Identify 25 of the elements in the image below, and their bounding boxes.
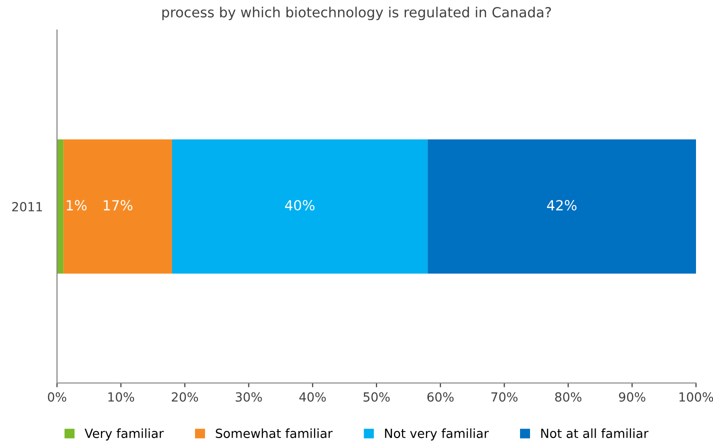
x-tick-label: 100%: [680, 392, 713, 402]
bar: [428, 139, 696, 274]
legend-label: Not at all familiar: [541, 428, 648, 438]
data-label: 42%: [547, 200, 576, 211]
x-tick-label: 40%: [299, 392, 326, 402]
data-label: 40%: [285, 200, 314, 211]
x-tick-label: 70%: [491, 392, 518, 402]
y-tick-label: 2011: [12, 202, 42, 212]
legend-label: Not very familiar: [385, 428, 489, 440]
x-tick-label: 0%: [48, 392, 66, 402]
x-tick-label: 20%: [172, 392, 198, 402]
data-label: 17%: [104, 200, 132, 211]
legend-label: Very familiar: [84, 428, 164, 440]
x-tick-label: 80%: [555, 392, 582, 402]
bar: [172, 139, 428, 274]
x-tick-label: 90%: [618, 392, 646, 402]
x-tick-label: 10%: [108, 392, 134, 402]
x-tick-label: 60%: [427, 392, 454, 402]
x-tick-label: 50%: [364, 392, 390, 402]
bar: [63, 139, 172, 274]
data-label: 1%: [66, 200, 87, 211]
bar: [57, 139, 64, 274]
legend-label: Somewhat familiar: [216, 428, 333, 438]
x-tick-label: 30%: [236, 392, 262, 402]
chart-title: process by which biotechnology is regulated in Canada?: [162, 6, 551, 20]
